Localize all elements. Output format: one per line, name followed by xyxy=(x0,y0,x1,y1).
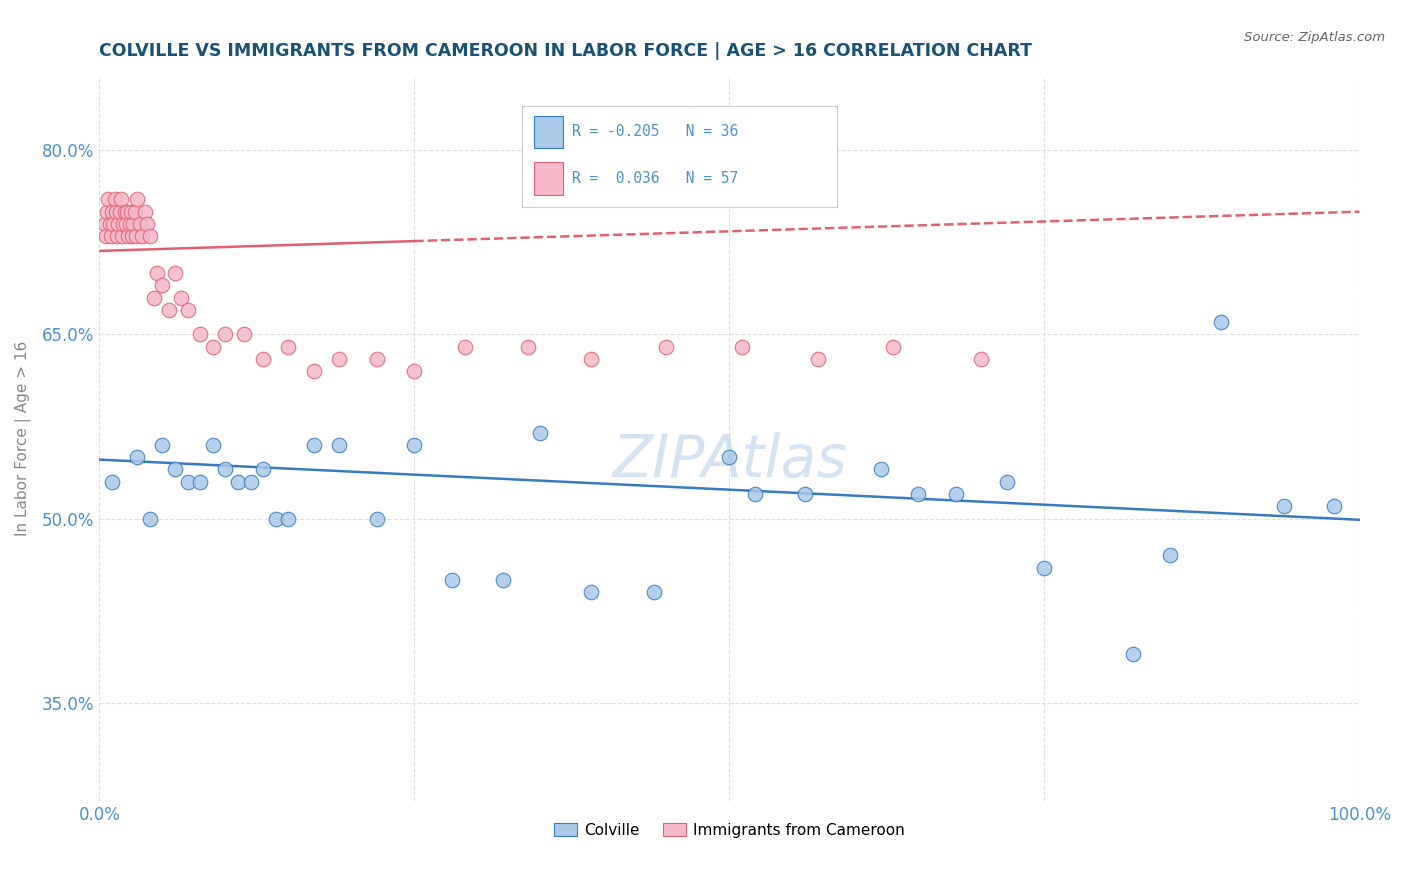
Point xyxy=(101,204,124,219)
Point xyxy=(744,487,766,501)
Point xyxy=(492,573,515,587)
Point xyxy=(807,351,830,366)
Point xyxy=(122,217,145,231)
Point xyxy=(1033,560,1056,574)
Point xyxy=(103,217,125,231)
Point xyxy=(100,229,122,244)
Point xyxy=(127,450,149,465)
Point xyxy=(643,585,665,599)
Point xyxy=(110,192,132,206)
Point xyxy=(115,204,138,219)
Point xyxy=(970,351,993,366)
Text: Source: ZipAtlas.com: Source: ZipAtlas.com xyxy=(1244,31,1385,45)
Point xyxy=(98,217,121,231)
Point xyxy=(882,340,904,354)
Point xyxy=(107,217,129,231)
Point xyxy=(226,475,249,489)
Point xyxy=(328,351,350,366)
Point xyxy=(115,217,138,231)
Point xyxy=(146,266,169,280)
Point xyxy=(201,438,224,452)
Point xyxy=(1209,315,1232,329)
Text: COLVILLE VS IMMIGRANTS FROM CAMEROON IN LABOR FORCE | AGE > 16 CORRELATION CHART: COLVILLE VS IMMIGRANTS FROM CAMEROON IN … xyxy=(100,42,1032,60)
Point xyxy=(907,487,929,501)
Point xyxy=(114,204,136,219)
Point xyxy=(579,585,602,599)
Point xyxy=(152,278,174,293)
Point xyxy=(201,340,224,354)
Point xyxy=(579,351,602,366)
Point xyxy=(328,438,350,452)
Point xyxy=(124,204,146,219)
Point xyxy=(105,229,128,244)
Point xyxy=(97,192,120,206)
Point xyxy=(1160,549,1182,563)
Point xyxy=(131,229,153,244)
Point xyxy=(152,438,174,452)
Y-axis label: In Labor Force | Age > 16: In Labor Force | Age > 16 xyxy=(15,341,31,536)
Point xyxy=(134,204,156,219)
Point xyxy=(94,229,117,244)
Legend: Colville, Immigrants from Cameroon: Colville, Immigrants from Cameroon xyxy=(548,817,911,844)
Point xyxy=(731,340,754,354)
Point xyxy=(516,340,538,354)
Point xyxy=(176,475,198,489)
Point xyxy=(112,217,135,231)
Point xyxy=(404,364,426,378)
Point xyxy=(165,266,187,280)
Point xyxy=(108,204,131,219)
Point xyxy=(233,327,256,342)
Point xyxy=(125,229,148,244)
Point xyxy=(252,462,274,476)
Point xyxy=(655,340,678,354)
Text: ZIPAtlas: ZIPAtlas xyxy=(612,432,846,489)
Point xyxy=(1323,500,1346,514)
Point xyxy=(366,511,388,525)
Point xyxy=(121,229,143,244)
Point xyxy=(1272,500,1295,514)
Point xyxy=(454,340,477,354)
Point xyxy=(239,475,262,489)
Point xyxy=(127,192,149,206)
Point xyxy=(117,229,139,244)
Point xyxy=(214,327,236,342)
Point xyxy=(101,475,124,489)
Point xyxy=(142,291,165,305)
Point xyxy=(252,351,274,366)
Point xyxy=(170,291,193,305)
Point xyxy=(214,462,236,476)
Point xyxy=(111,229,134,244)
Point xyxy=(118,217,141,231)
Point xyxy=(529,425,551,440)
Point xyxy=(128,217,150,231)
Point xyxy=(277,511,299,525)
Point xyxy=(120,204,142,219)
Point xyxy=(302,364,325,378)
Point xyxy=(366,351,388,366)
Point xyxy=(995,475,1018,489)
Point xyxy=(869,462,891,476)
Point xyxy=(96,204,118,219)
Point xyxy=(136,217,159,231)
Point xyxy=(1122,647,1144,661)
Point xyxy=(93,217,115,231)
Point xyxy=(176,302,198,317)
Point xyxy=(104,192,127,206)
Point xyxy=(302,438,325,452)
Point xyxy=(139,511,162,525)
Point xyxy=(277,340,299,354)
Point xyxy=(188,475,211,489)
Point xyxy=(441,573,464,587)
Point xyxy=(718,450,741,465)
Point xyxy=(188,327,211,342)
Point xyxy=(157,302,180,317)
Point xyxy=(404,438,426,452)
Point xyxy=(945,487,967,501)
Point xyxy=(264,511,287,525)
Point xyxy=(104,204,127,219)
Point xyxy=(165,462,187,476)
Point xyxy=(139,229,162,244)
Point xyxy=(794,487,817,501)
